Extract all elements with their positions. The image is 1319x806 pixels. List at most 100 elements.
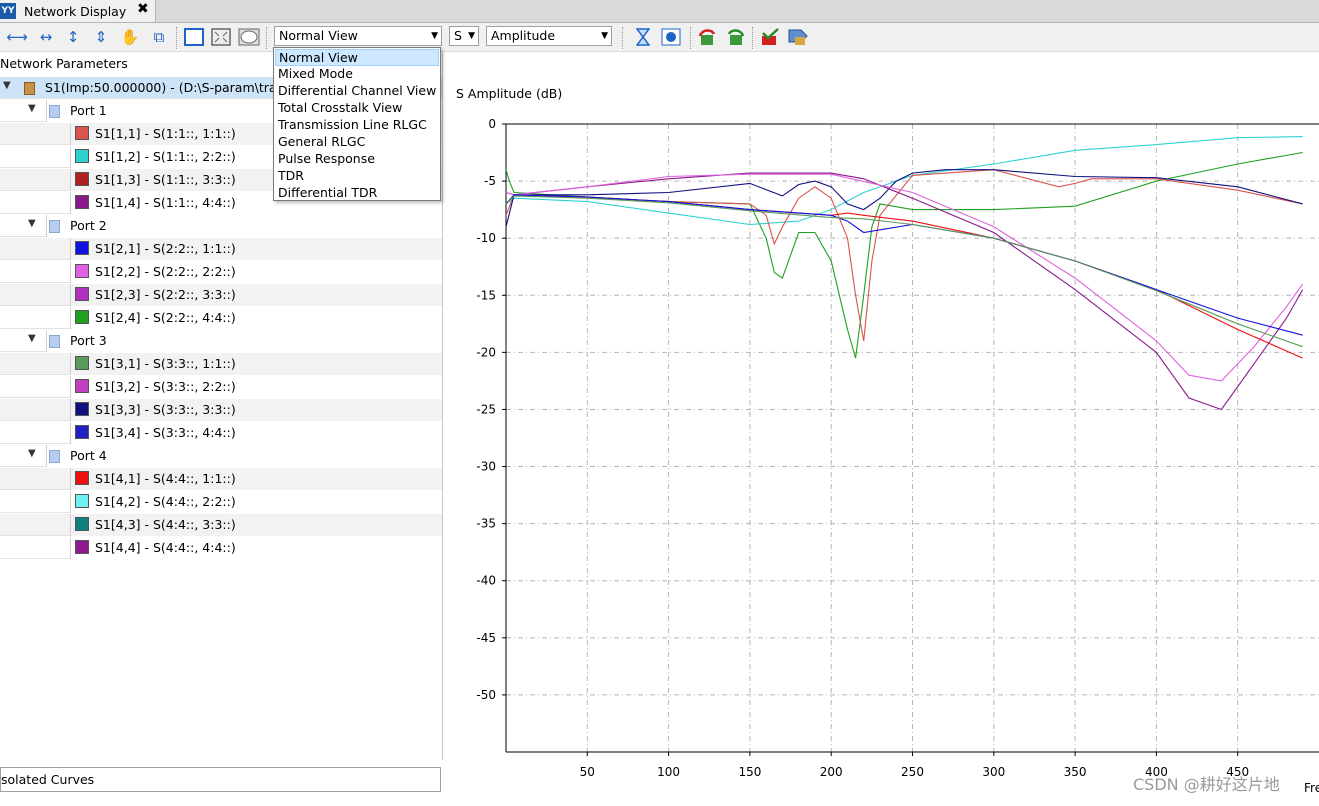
series-line-4 <box>505 172 1304 411</box>
curve-row[interactable]: S1[4,4] - S(4:4::, 4:4::) <box>0 537 442 559</box>
color-swatch[interactable] <box>75 264 89 278</box>
port-icon <box>49 220 60 233</box>
view-option[interactable]: Transmission Line RLGC <box>278 117 427 132</box>
pan-vertical-icon[interactable]: ↕ <box>66 28 80 46</box>
curve-cell: S1[3,2] - S(3:3::, 2:2::) <box>70 376 442 398</box>
close-icon[interactable]: ✖ <box>137 1 149 17</box>
port-row[interactable]: ▼ Port 4 <box>0 445 442 467</box>
curve-label: S1[2,4] - S(2:2::, 4:4::) <box>95 310 236 325</box>
chart-area[interactable]: S Amplitude (dB) 0 -5 -10 -15 -20 -25 -30 -35 -40… <box>446 52 1319 803</box>
tree-root-label: S1(Imp:50.000000) - (D:\S-param\transf <box>45 80 296 95</box>
toolbar-separator <box>622 27 624 49</box>
ellipse-icon[interactable] <box>238 27 260 47</box>
parameter-select[interactable]: S ▼ <box>449 26 479 46</box>
color-swatch[interactable] <box>75 402 89 416</box>
color-swatch[interactable] <box>75 356 89 370</box>
y-tick-label: -5 <box>484 174 496 188</box>
view-option[interactable]: Total Crosstalk View <box>278 100 403 115</box>
port-icon <box>49 450 60 463</box>
view-option[interactable]: Mixed Mode <box>278 66 353 81</box>
undo-icon[interactable] <box>697 27 719 47</box>
y-axis-label: S Amplitude (dB) <box>456 86 562 101</box>
expand-icon[interactable]: ▼ <box>3 80 11 91</box>
curve-row[interactable]: S1[2,1] - S(2:2::, 1:1::) <box>0 238 442 260</box>
curve-label: S1[2,3] - S(2:2::, 3:3::) <box>95 287 236 302</box>
port-label: Port 2 <box>70 218 107 233</box>
expand-icon[interactable]: ▼ <box>28 333 36 344</box>
expand-icon[interactable]: ▼ <box>28 103 36 114</box>
color-swatch[interactable] <box>75 287 89 301</box>
port-row[interactable]: ▼ Port 2 <box>0 215 442 237</box>
color-swatch[interactable] <box>75 494 89 508</box>
curve-label: S1[4,4] - S(4:4::, 4:4::) <box>95 540 236 555</box>
expand-icon[interactable]: ▼ <box>28 448 36 459</box>
curve-cell: S1[3,4] - S(3:3::, 4:4::) <box>70 422 442 444</box>
x-tick-label: 300 <box>982 765 1005 779</box>
view-option[interactable]: TDR <box>278 168 304 183</box>
curve-cell: S1[2,4] - S(2:2::, 4:4::) <box>70 307 442 329</box>
expand-icon[interactable]: ▼ <box>28 218 36 229</box>
zoom-horizontal-icon[interactable]: ↔ <box>39 28 53 46</box>
curve-row[interactable]: S1[4,3] - S(4:4::, 3:3::) <box>0 514 442 536</box>
color-swatch[interactable] <box>75 379 89 393</box>
curve-row[interactable]: S1[4,2] - S(4:4::, 2:2::) <box>0 491 442 513</box>
view-option[interactable]: Differential TDR <box>278 185 378 200</box>
port-label: Port 3 <box>70 333 107 348</box>
color-swatch[interactable] <box>75 172 89 186</box>
view-option[interactable]: Normal View <box>275 49 439 66</box>
curve-row[interactable]: S1[2,2] - S(2:2::, 2:2::) <box>0 261 442 283</box>
curve-row[interactable]: S1[3,1] - S(3:3::, 1:1::) <box>0 353 442 375</box>
hand-icon[interactable]: ✋ <box>120 28 140 46</box>
curve-row[interactable]: S1[4,1] - S(4:4::, 1:1::) <box>0 468 442 490</box>
tab-network-display[interactable]: YY Network Display ✖ <box>0 0 156 22</box>
color-swatch[interactable] <box>75 540 89 554</box>
color-swatch[interactable] <box>75 149 89 163</box>
window-icon[interactable]: ⧉ <box>153 28 165 46</box>
curve-row[interactable]: S1[2,3] - S(2:2::, 3:3::) <box>0 284 442 306</box>
isolated-curves-panel[interactable]: solated Curves <box>0 767 441 792</box>
x-tick-label: 200 <box>820 765 843 779</box>
check-icon[interactable] <box>759 27 781 47</box>
toolbar-separator <box>690 27 692 49</box>
color-swatch[interactable] <box>75 517 89 531</box>
curve-row[interactable]: S1[2,4] - S(2:2::, 4:4::) <box>0 307 442 329</box>
pan-horizontal-icon[interactable]: ⟷ <box>6 28 28 46</box>
curve-label: S1[2,1] - S(2:2::, 1:1::) <box>95 241 236 256</box>
curve-cell: S1[2,1] - S(2:2::, 1:1::) <box>70 238 442 260</box>
curve-label: S1[4,2] - S(4:4::, 2:2::) <box>95 494 236 509</box>
y-tick-label: -15 <box>476 288 496 302</box>
view-option[interactable]: General RLGC <box>278 134 366 149</box>
port-icon <box>49 335 60 348</box>
view-option[interactable]: Differential Channel View <box>278 83 437 98</box>
zoom-vertical-icon[interactable]: ⇕ <box>94 28 108 46</box>
color-swatch[interactable] <box>75 195 89 209</box>
curve-row[interactable]: S1[3,4] - S(3:3::, 4:4::) <box>0 422 442 444</box>
x-tick-label: 450 <box>1226 765 1249 779</box>
fit-icon[interactable] <box>210 27 232 47</box>
redo-icon[interactable] <box>724 27 746 47</box>
color-swatch[interactable] <box>75 126 89 140</box>
view-mode-select[interactable]: Normal View ▼ <box>274 26 442 46</box>
y-tick-label: 0 <box>488 117 496 131</box>
series-line-7 <box>505 194 1303 336</box>
view-option[interactable]: Pulse Response <box>278 151 375 166</box>
curve-row[interactable]: S1[3,2] - S(3:3::, 2:2::) <box>0 376 442 398</box>
y-tick-label: -35 <box>476 517 496 531</box>
color-swatch[interactable] <box>75 310 89 324</box>
export-icon[interactable] <box>786 27 810 47</box>
format-select[interactable]: Amplitude ▼ <box>486 26 612 46</box>
x-tick-label: 100 <box>657 765 680 779</box>
curve-label: S1[1,1] - S(1:1::, 1:1::) <box>95 126 236 141</box>
port-row[interactable]: ▼ Port 3 <box>0 330 442 352</box>
rect-zoom-icon[interactable] <box>183 27 205 47</box>
curve-row[interactable]: S1[3,3] - S(3:3::, 3:3::) <box>0 399 442 421</box>
curve-cell: S1[4,4] - S(4:4::, 4:4::) <box>70 537 442 559</box>
y-tick-label: -45 <box>476 631 496 645</box>
port-label: Port 4 <box>70 448 107 463</box>
curve-label: S1[1,3] - S(1:1::, 3:3::) <box>95 172 236 187</box>
color-swatch[interactable] <box>75 471 89 485</box>
record-icon[interactable] <box>660 27 682 47</box>
hourglass-icon[interactable] <box>634 27 652 47</box>
color-swatch[interactable] <box>75 425 89 439</box>
color-swatch[interactable] <box>75 241 89 255</box>
